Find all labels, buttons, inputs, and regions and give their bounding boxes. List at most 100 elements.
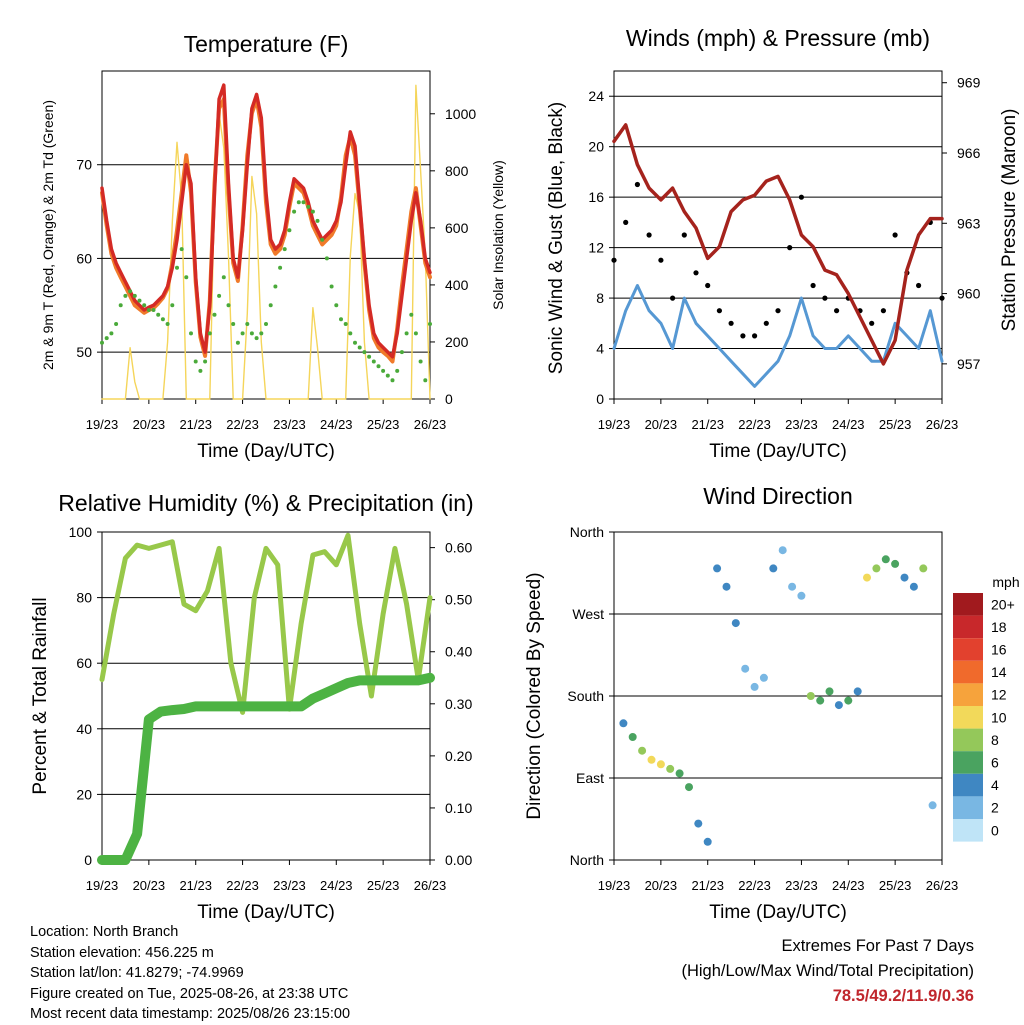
wind-gust-point [658,257,664,263]
humidity-x-tick-label: 24/23 [320,878,353,893]
winds-x-tick-label: 26/23 [926,417,959,432]
dewpoint-point [353,340,357,345]
dewpoint-point [385,373,390,378]
direction-x-tick-label: 19/23 [598,878,631,893]
dewpoint-point [343,322,348,326]
dewpoint-point [221,275,226,280]
dewpoint-point [315,218,320,223]
legend-swatch [953,660,983,684]
humidity-y2-tick-label: 0.60 [445,540,472,556]
dewpoint-point [123,293,128,298]
wind-gust-point [752,333,758,339]
humidity-panel: Relative Humidity (%) & Precipitation (i… [30,490,474,923]
humidity-y-tick-label: 0 [84,852,92,868]
dewpoint-point [259,331,264,336]
direction-panel: Wind Direction Time (Day/UTC) Direction … [524,483,1020,923]
temperature-y2-tick-label: 600 [445,220,469,236]
temperature-y-label-right: Solar Insolation (Yellow) [490,160,506,310]
humidity-y2-tick-label: 0.00 [445,852,472,868]
dewpoint-point [268,303,273,308]
legend-label: 8 [991,732,999,748]
winds-y-label-right: Station Pressure (Maroon) [999,109,1020,332]
dewpoint-point [165,322,170,326]
legend-label: 12 [991,687,1007,703]
humidity-x-tick-label: 25/23 [367,878,400,893]
wind-direction-point [900,573,909,582]
wind-direction-point [750,682,759,691]
winds-panel: Winds (mph) & Pressure (mb) Time (Day/UT… [546,25,1020,462]
temperature-y2-tick-label: 1000 [445,106,476,122]
wind-direction-point [741,664,750,673]
temperature-x-tick-label: 25/23 [367,417,400,432]
temperature-x-label: Time (Day/UTC) [197,441,335,462]
direction-y-tick-label: East [576,770,604,786]
wind-direction-point [825,687,834,696]
wind-gust-point [916,282,922,289]
wind-direction-point [685,783,693,792]
dewpoint-point [118,303,123,308]
dewpoint-point [362,350,367,355]
elevation-text: Station elevation: 456.225 m [30,944,214,961]
wind-gust-point [939,295,945,301]
wind-direction-point [863,573,871,582]
dewpoint-point [231,322,236,326]
pressure-line [612,123,944,366]
solar-insolation-line [101,84,431,400]
winds-y2-tick-label: 963 [957,215,981,231]
legend-label: 4 [991,777,999,793]
legend-swatch [953,683,983,706]
dewpoint-point [240,331,245,336]
humidity-title: Relative Humidity (%) & Precipitation (i… [58,490,473,516]
legend-swatch [953,796,983,819]
legend-label: 2 [991,800,999,816]
wind-gust-point [740,333,746,339]
wind-gust-point [716,308,723,314]
dewpoint-point [142,303,147,308]
dewpoint-point [156,312,161,317]
winds-x-tick-label: 21/23 [691,417,724,432]
humidity-y2-tick-label: 0.40 [445,644,472,660]
dewpoint-point [179,247,184,252]
direction-x-tick-label: 20/23 [645,878,678,893]
dewpoint-point [273,284,278,289]
winds-y2-tick-label: 969 [957,75,981,91]
extremes-subtitle: (High/Low/Max Wind/Total Precipitation) [681,962,974,980]
dewpoint-point [292,209,297,214]
direction-y-tick-label: North [570,852,604,868]
temperature-y-tick-label: 60 [76,250,92,266]
humidity-x-tick-label: 19/23 [86,878,119,893]
direction-x-tick-label: 26/23 [926,878,959,893]
dewpoint-point [418,359,423,364]
winds-x-tick-label: 19/23 [598,417,631,432]
recent-data-text: Most recent data timestamp: 2025/08/26 2… [30,1006,351,1022]
wind-gust-point [822,295,828,301]
winds-x-tick-label: 24/23 [832,417,865,432]
wind-direction-point [853,687,862,696]
wind-gust-point [880,308,887,314]
wind-gust-point [623,219,629,225]
winds-x-tick-label: 25/23 [879,417,912,432]
wind-direction-point [619,719,628,728]
winds-x-tick-label: 22/23 [738,417,771,432]
dewpoint-point [390,378,395,383]
wind-gust-point [798,194,805,200]
wind-direction-point [628,733,637,741]
winds-y-label-left: Sonic Wind & Gust (Blue, Black) [546,102,567,374]
temperature-title: Temperature (F) [184,31,349,57]
dewpoint-point [198,368,203,373]
legend-swatch [953,615,983,639]
dewpoint-point [170,303,175,308]
wind-speed-line [612,284,944,388]
wind-gust-point [646,232,652,238]
dewpoint-point [329,284,334,289]
dewpoint-point [413,331,418,336]
dewpoint-point [423,378,428,383]
humidity-y2-tick-label: 0.10 [445,800,472,816]
direction-y-tick-label: South [567,688,604,704]
dewpoint-point [137,298,142,303]
wind-direction-point [816,696,825,705]
dewpoint-point [306,204,311,209]
legend-label: 20+ [991,596,1015,612]
legend-label: 18 [991,619,1007,635]
direction-x-tick-label: 22/23 [738,878,771,893]
